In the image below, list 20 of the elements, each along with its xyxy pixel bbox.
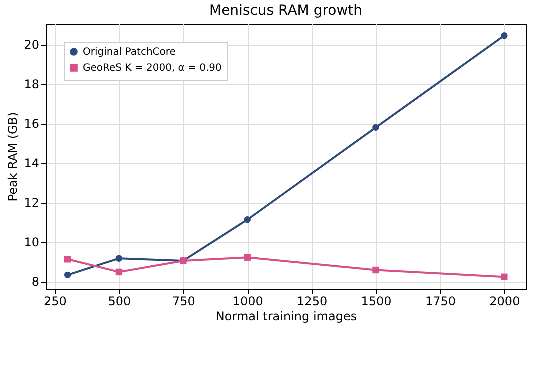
y-axis-title: Peak RAM (GB) — [6, 112, 20, 202]
y-tick-label: 18 — [24, 78, 40, 92]
y-tick-label: 20 — [24, 38, 40, 52]
x-tick-label: 500 — [108, 294, 132, 308]
y-tick-label: 12 — [24, 196, 40, 210]
y-tick-label: 14 — [24, 156, 40, 171]
legend-label: GeoReS K = 2000, α = 0.90 — [83, 63, 222, 74]
x-tick-label: 1500 — [361, 294, 392, 308]
x-tick-label: 250 — [44, 294, 67, 308]
y-tick-label: 8 — [32, 275, 40, 290]
y-tick-label: 16 — [24, 117, 40, 132]
x-tick-label: 2000 — [490, 294, 520, 308]
x-tick-label: 750 — [172, 294, 196, 308]
x-tick-label: 1250 — [297, 294, 328, 308]
x-axis-title: Normal training images — [216, 310, 358, 324]
y-tick-label: 10 — [24, 236, 40, 250]
x-tick-label: 1750 — [425, 294, 456, 308]
x-tick-label: 1000 — [232, 294, 264, 308]
chart-title: Meniscus RAM growth — [209, 3, 363, 19]
legend-label: Original PatchCore — [83, 47, 176, 58]
